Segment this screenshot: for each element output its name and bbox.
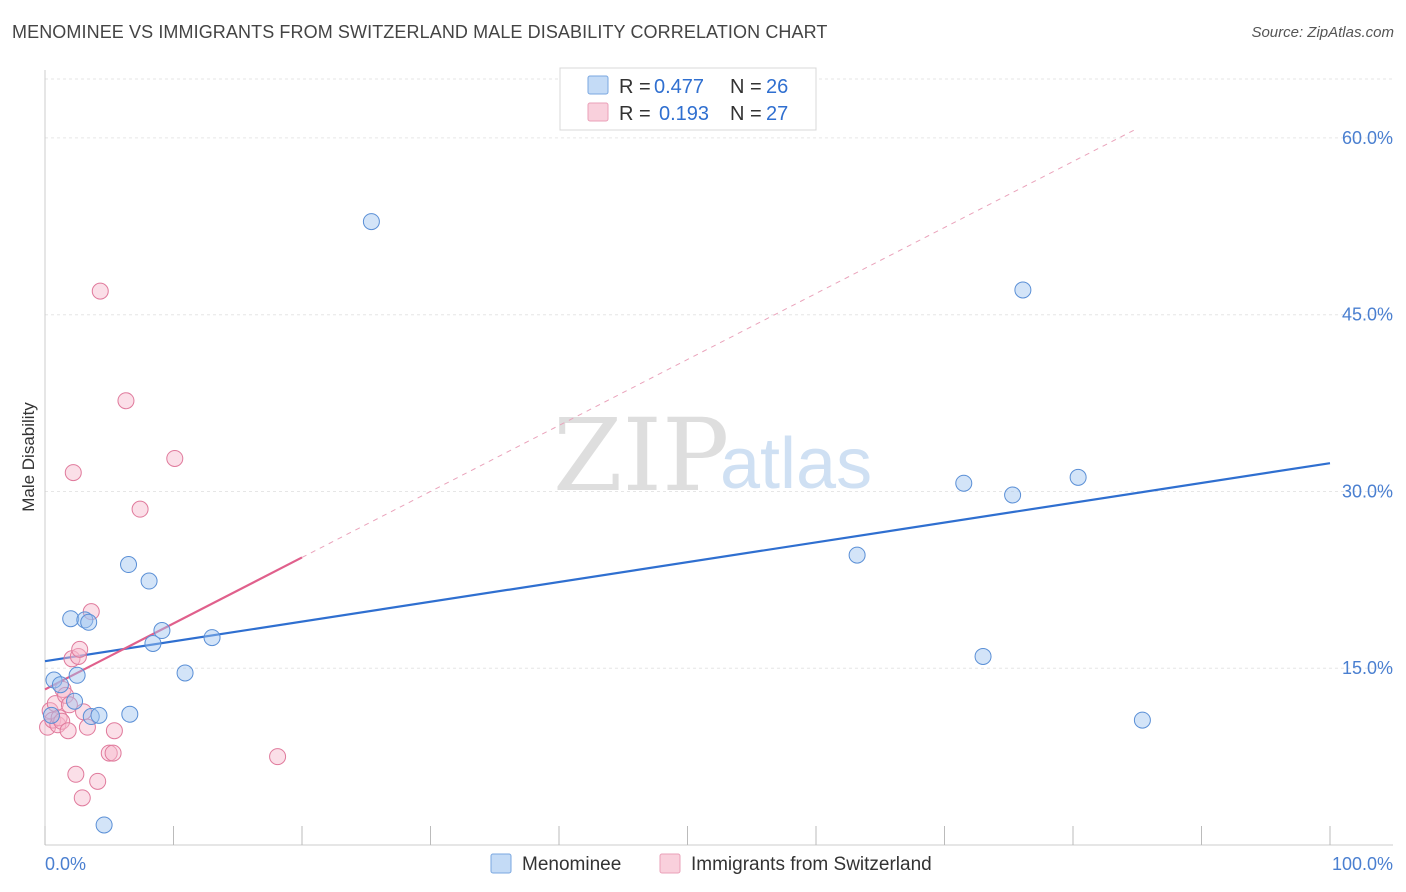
bottom-legend-switzerland: Immigrants from Switzerland [691,854,932,875]
legend-r-switzerland: 0.193 [659,103,709,125]
y-tick-label: 30.0% [1342,481,1393,501]
menominee-point [90,706,108,724]
switzerland-point [269,748,287,766]
menominee-point [1133,711,1151,729]
bottom-legend-swatch-switzerland [659,853,681,874]
series-legend: Menominee Immigrants from Switzerland [490,853,932,875]
menominee-point [955,474,973,492]
legend-n-label-menominee: N = [730,76,762,98]
legend-r-label-switzerland: R = [619,103,651,125]
switzerland-point [53,712,71,730]
switzerland-point [64,464,82,482]
legend-r-label-menominee: R = [619,76,651,98]
menominee-point [153,622,171,640]
x-tick-label-max: 100.0% [1332,854,1393,874]
y-tick-labels: 15.0% 30.0% 45.0% 60.0% [1342,128,1393,678]
bottom-legend-menominee: Menominee [522,854,621,875]
source-label: Source: ZipAtlas.com [1251,24,1394,41]
menominee-point [144,634,162,652]
legend-swatch-menominee [587,75,609,95]
menominee-point [95,816,113,834]
menominee-point [66,692,84,710]
menominee-point [42,706,60,724]
x-tick-labels: 0.0% 100.0% [45,854,1393,874]
trend-extension-1 [301,128,1138,558]
watermark-zip: ZIP [553,397,729,514]
switzerland-point [89,772,107,790]
data-points [39,213,1151,834]
switzerland-point [131,500,149,518]
menominee-point [974,647,992,665]
axes [44,70,1393,846]
menominee-point [203,629,221,647]
menominee-point [1014,281,1032,299]
menominee-point [80,613,98,631]
menominee-point [62,610,80,628]
menominee-point [51,676,69,694]
trend-line-0 [44,462,1331,663]
switzerland-point [105,722,123,740]
chart-title: MENOMINEE VS IMMIGRANTS FROM SWITZERLAND… [12,22,828,42]
gridlines [45,78,1393,669]
legend-n-label-switzerland: N = [730,103,762,125]
menominee-point [362,213,380,231]
stats-legend: R = 0.477 N = 26 R = 0.193 N = 27 [559,67,817,131]
y-tick-label: 60.0% [1342,128,1393,148]
switzerland-point [57,686,75,704]
y-axis-title: Male Disability [19,402,38,512]
trend-line-1 [44,556,303,691]
menominee-point [1069,468,1087,486]
switzerland-point [91,282,109,300]
switzerland-point [67,765,85,783]
switzerland-point [117,392,135,410]
legend-n-menominee: 26 [766,76,788,98]
switzerland-point [69,647,87,665]
switzerland-point [78,718,96,736]
menominee-point [120,556,138,574]
switzerland-point [100,744,118,762]
watermark-atlas: atlas [720,424,872,504]
switzerland-point [59,722,77,740]
x-ticks [44,826,1331,845]
menominee-point [1004,486,1022,504]
menominee-point [68,666,86,684]
y-tick-label: 45.0% [1342,305,1393,325]
switzerland-point [104,744,122,762]
switzerland-point [73,789,91,807]
menominee-point [121,705,139,723]
menominee-point [176,664,194,682]
menominee-point [140,572,158,590]
legend-r-menominee: 0.477 [654,76,704,98]
switzerland-point [166,449,184,467]
bottom-legend-swatch-menominee [490,853,512,874]
trend-lines [44,128,1331,691]
y-tick-label: 15.0% [1342,658,1393,678]
switzerland-point [71,640,89,658]
legend-n-switzerland: 27 [766,103,788,125]
x-tick-label-min: 0.0% [45,854,86,874]
menominee-point [848,546,866,564]
watermark: ZIP atlas [553,397,872,514]
legend-swatch-switzerland [587,102,609,122]
